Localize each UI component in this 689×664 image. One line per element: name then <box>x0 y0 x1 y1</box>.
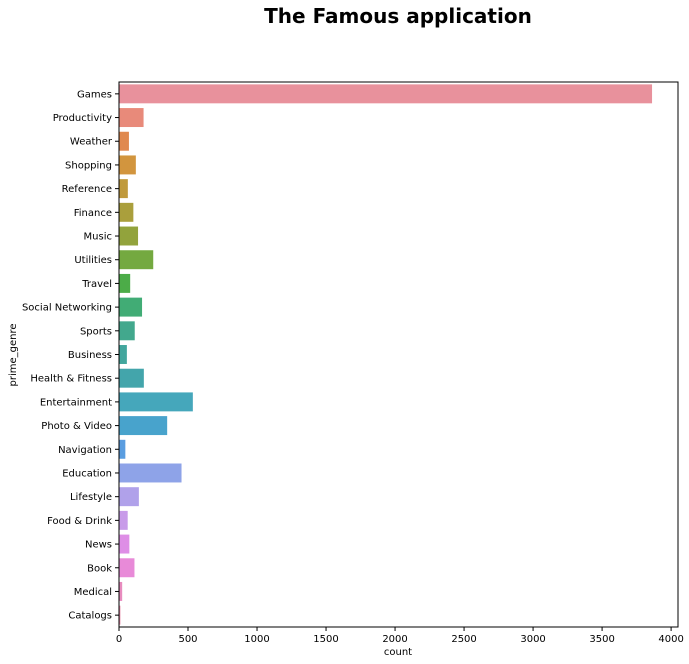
bar-utilities <box>119 250 154 270</box>
x-tick-label-3500: 3500 <box>589 634 614 645</box>
y-tick-label-reference: Reference <box>62 184 112 195</box>
bar-health-fitness <box>119 368 144 388</box>
y-tick-label-health-fitness: Health & Fitness <box>30 374 112 385</box>
x-tick-label-500: 500 <box>178 634 197 645</box>
y-tick-label-food-drink: Food & Drink <box>47 516 112 527</box>
bar-news <box>119 534 130 554</box>
x-ticks: 0 500 1000 1500 2000 2500 3000 3500 4000 <box>116 627 684 645</box>
bar-photo-video <box>119 416 168 436</box>
bar-sports <box>119 321 135 341</box>
x-tick-label-2500: 2500 <box>451 634 476 645</box>
plot-frame <box>118 81 679 628</box>
y-tick-label-business: Business <box>68 350 112 361</box>
bar-social-networking <box>119 297 143 317</box>
y-tick-label-news: News <box>85 540 112 551</box>
y-tick-label-weather: Weather <box>70 137 113 148</box>
y-tick-label-games: Games <box>77 89 112 100</box>
bar-navigation <box>119 439 126 459</box>
y-tick-label-productivity: Productivity <box>53 113 112 124</box>
y-tick-label-music: Music <box>84 232 112 243</box>
bar-travel <box>119 273 131 293</box>
bar-weather <box>119 131 129 151</box>
y-tick-label-entertainment: Entertainment <box>40 397 112 408</box>
bar-lifestyle <box>119 487 139 507</box>
x-tick-label-2000: 2000 <box>382 634 407 645</box>
y-tick-label-book: Book <box>87 563 112 574</box>
bar-entertainment <box>119 392 193 412</box>
bar-finance <box>119 202 134 222</box>
x-tick-label-0: 0 <box>116 634 122 645</box>
y-tick-label-catalogs: Catalogs <box>68 611 112 622</box>
bar-reference <box>119 179 128 199</box>
y-tick-label-lifestyle: Lifestyle <box>70 492 112 503</box>
bar-catalogs <box>119 605 121 625</box>
bar-shopping <box>119 155 136 175</box>
y-tick-label-finance: Finance <box>74 208 112 219</box>
y-tick-label-medical: Medical <box>74 587 112 598</box>
bar-productivity <box>119 108 144 128</box>
y-tick-label-travel: Travel <box>81 279 112 290</box>
y-tick-label-utilities: Utilities <box>74 255 112 266</box>
x-tick-label-1500: 1500 <box>313 634 338 645</box>
bar-food-drink <box>119 510 128 530</box>
bars-group <box>119 84 653 625</box>
y-tick-label-photo-video: Photo & Video <box>41 421 112 432</box>
x-tick-label-4000: 4000 <box>658 634 683 645</box>
x-tick-label-1000: 1000 <box>244 634 269 645</box>
y-tick-labels: Games Productivity Weather Shopping Referenc… <box>22 89 119 622</box>
bar-education <box>119 463 182 483</box>
x-axis-label: count <box>384 647 412 658</box>
y-tick-label-sports: Sports <box>80 326 112 337</box>
chart-title: The Famous application <box>264 4 532 28</box>
y-tick-label-navigation: Navigation <box>58 445 112 456</box>
bar-music <box>119 226 139 246</box>
y-tick-label-social-networking: Social Networking <box>22 303 112 314</box>
bar-games <box>119 84 653 104</box>
y-tick-label-education: Education <box>62 468 112 479</box>
bar-book <box>119 558 135 578</box>
y-tick-label-shopping: Shopping <box>65 160 112 171</box>
y-axis-label: prime_genre <box>8 323 19 386</box>
bar-medical <box>119 581 123 601</box>
bar-business <box>119 345 127 364</box>
x-tick-label-3000: 3000 <box>520 634 545 645</box>
